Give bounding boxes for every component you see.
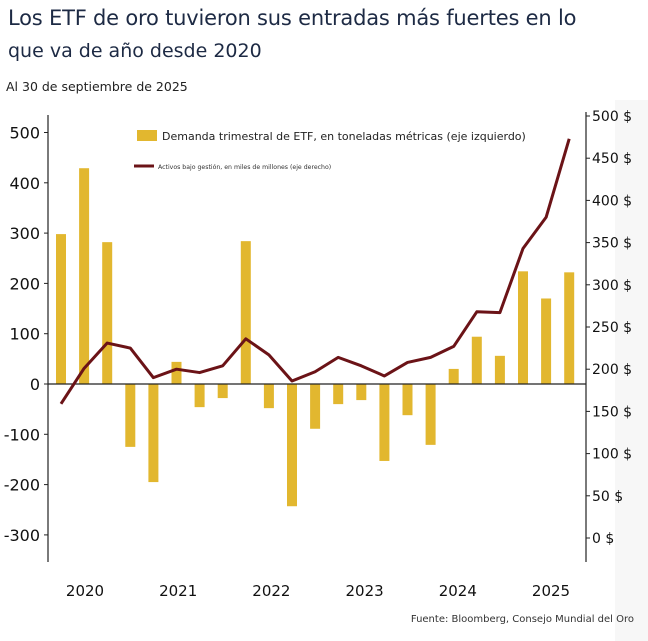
x-axis-year-label: 2020 (66, 582, 104, 600)
left-axis-tick-label: -200 (4, 476, 40, 495)
left-axis-tick-label: 300 (9, 224, 40, 243)
left-axis-tick-label: 200 (9, 274, 40, 293)
bar (356, 384, 367, 401)
x-axis-year-label: 2023 (346, 582, 384, 600)
bar (448, 368, 459, 384)
bar (79, 168, 90, 384)
right-axis-tick-label: 350 $ (592, 236, 632, 252)
bar (402, 384, 413, 416)
bar (310, 384, 321, 429)
bar (541, 298, 552, 384)
bar (240, 241, 251, 384)
right-axis-tick-label: 400 $ (592, 193, 632, 209)
left-axis-tick-label: 400 (9, 174, 40, 193)
background-strip (615, 100, 648, 641)
right-axis-tick-label: 300 $ (592, 278, 632, 294)
bar (494, 355, 505, 384)
source-note: Fuente: Bloomberg, Consejo Mundial del O… (410, 614, 634, 625)
bar (333, 384, 344, 405)
legend-bar-swatch (137, 130, 157, 141)
bar (379, 384, 390, 461)
bar (56, 234, 66, 384)
chart-title-line2: que va de año desde 2020 (8, 40, 262, 62)
left-axis-tick-label: 500 (9, 124, 40, 143)
bar (287, 384, 297, 507)
x-axis-year-label: 2024 (439, 582, 477, 600)
bar (564, 272, 575, 384)
bar (125, 384, 136, 447)
aum-line (59, 138, 571, 405)
right-axis-tick-label: 200 $ (592, 362, 632, 378)
legend-bar-label: Demanda trimestral de ETF, en toneladas … (162, 130, 526, 143)
right-axis-tick-label: 250 $ (592, 320, 632, 336)
right-axis-tick-label: 450 $ (592, 151, 632, 167)
bar (194, 384, 205, 408)
bar (518, 271, 528, 384)
bar (217, 384, 228, 399)
bar (425, 384, 436, 445)
right-axis-tick-label: 500 $ (592, 109, 632, 125)
bar (263, 384, 274, 409)
right-axis-tick-label: 150 $ (592, 404, 632, 420)
left-axis-tick-label: 100 (9, 325, 40, 344)
right-axis-tick-label: 100 $ (592, 447, 632, 463)
bar (148, 384, 159, 483)
x-axis-year-label: 2021 (159, 582, 197, 600)
bar (471, 336, 482, 384)
chart-subtitle: Al 30 de septiembre de 2025 (6, 79, 188, 94)
left-axis-tick-label: 0 (30, 375, 40, 394)
right-axis-tick-label: 50 $ (592, 489, 623, 505)
right-axis-tick-label: 0 $ (592, 531, 614, 547)
left-axis-tick-label: -100 (4, 425, 40, 444)
x-axis-year-label: 2025 (532, 582, 570, 600)
x-axis-year-label: 2022 (252, 582, 290, 600)
legend-line-label: Activos bajo gestión, en miles de millon… (158, 163, 331, 171)
left-axis-tick-label: -300 (4, 526, 40, 545)
bar (171, 361, 182, 384)
bar (102, 242, 113, 384)
chart-title: Los ETF de oro tuvieron sus entradas más… (8, 6, 577, 30)
